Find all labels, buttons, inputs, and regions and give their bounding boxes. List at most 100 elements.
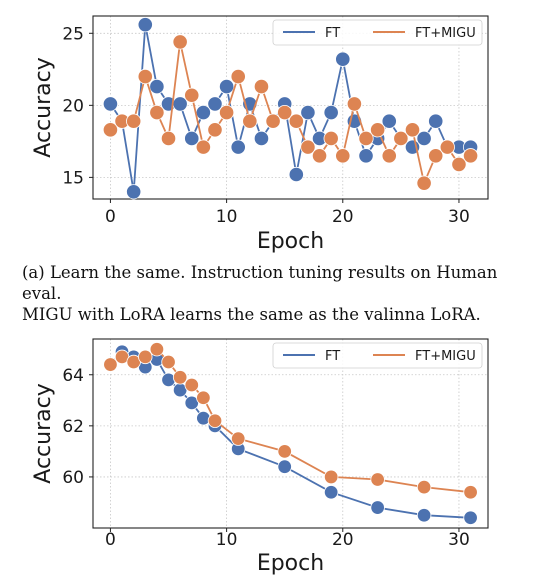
data-point bbox=[231, 431, 246, 446]
data-point bbox=[404, 122, 421, 138]
legend-label: FT bbox=[325, 26, 340, 41]
data-point bbox=[230, 68, 246, 85]
data-point bbox=[195, 139, 211, 155]
data-point bbox=[462, 148, 479, 164]
chart-panel-1: 0 10 20 30 15 20 25 Epoch Accuracy FT FT+MIGU bbox=[31, 15, 489, 254]
figure-caption: (a) Learn the same. Instruction tuning r… bbox=[22, 262, 542, 325]
x-axis-label: Epoch bbox=[257, 551, 324, 576]
data-point bbox=[160, 130, 177, 147]
data-point bbox=[463, 485, 478, 500]
series-ft-migu bbox=[103, 342, 478, 500]
data-point bbox=[126, 113, 142, 129]
data-point bbox=[207, 96, 223, 112]
data-point bbox=[102, 122, 119, 138]
data-point bbox=[311, 148, 328, 164]
data-point bbox=[149, 79, 165, 95]
data-point bbox=[323, 104, 339, 121]
plot-frame bbox=[92, 15, 489, 200]
data-point bbox=[242, 113, 258, 129]
data-point bbox=[161, 372, 176, 388]
data-point bbox=[416, 130, 432, 147]
data-point bbox=[346, 96, 362, 112]
chart-panel-2: 0 10 20 30 60 62 64 Epoch Accuracy FT FT+MIGU bbox=[31, 338, 489, 576]
legend: FT FT+MIGU bbox=[272, 342, 483, 369]
x-axis-label: Epoch bbox=[257, 229, 324, 254]
data-point bbox=[428, 113, 444, 129]
plot-frame bbox=[92, 338, 489, 529]
x-tick-label: 0 bbox=[105, 207, 116, 227]
y-tick-label: 15 bbox=[62, 168, 84, 188]
data-point bbox=[265, 113, 281, 129]
data-point bbox=[300, 104, 316, 121]
caption-line-1: (a) Learn the same. Instruction tuning r… bbox=[22, 263, 498, 303]
y-axis-label: Accuracy bbox=[31, 383, 56, 483]
data-point bbox=[300, 139, 316, 155]
legend-label: FT+MIGU bbox=[415, 26, 476, 41]
data-point bbox=[288, 113, 304, 129]
data-point bbox=[196, 390, 211, 405]
data-point bbox=[370, 472, 385, 487]
series-ft-migu bbox=[102, 34, 479, 191]
x-tick-label: 0 bbox=[105, 530, 116, 550]
data-point bbox=[416, 479, 432, 495]
data-point bbox=[323, 130, 339, 147]
legend-label: FT+MIGU bbox=[415, 349, 476, 364]
data-point bbox=[393, 130, 409, 147]
data-point bbox=[288, 166, 304, 183]
data-point bbox=[428, 148, 444, 164]
data-point bbox=[149, 104, 165, 121]
data-point bbox=[323, 469, 339, 485]
data-point bbox=[381, 148, 397, 164]
y-tick-label: 62 bbox=[62, 417, 84, 437]
y-tick-label: 25 bbox=[62, 24, 84, 44]
data-point bbox=[137, 17, 153, 33]
legend-label: FT bbox=[325, 349, 340, 364]
data-point bbox=[184, 377, 199, 393]
y-tick-label: 60 bbox=[62, 468, 84, 488]
data-point bbox=[277, 459, 292, 474]
data-point bbox=[149, 342, 165, 357]
data-point bbox=[137, 68, 153, 85]
caption-line-2: MIGU with LoRA learns the same as the va… bbox=[22, 305, 481, 324]
x-tick-label: 30 bbox=[448, 530, 470, 550]
x-tick-label: 10 bbox=[216, 207, 238, 227]
series-ft bbox=[103, 344, 478, 525]
data-point bbox=[335, 51, 351, 67]
data-point bbox=[277, 444, 292, 459]
data-point bbox=[323, 485, 339, 500]
data-point bbox=[126, 184, 142, 200]
data-point bbox=[253, 79, 270, 95]
y-axis-label: Accuracy bbox=[31, 57, 56, 157]
data-point bbox=[207, 122, 223, 138]
data-point bbox=[161, 354, 176, 370]
x-tick-label: 10 bbox=[216, 530, 238, 550]
x-tick-label: 20 bbox=[332, 207, 354, 227]
data-point bbox=[196, 410, 211, 426]
data-point bbox=[219, 79, 235, 95]
y-tick-label: 20 bbox=[62, 96, 84, 116]
y-tick-label: 64 bbox=[62, 366, 84, 386]
data-point bbox=[253, 130, 270, 147]
data-point bbox=[381, 113, 397, 129]
data-point bbox=[335, 148, 351, 164]
data-point bbox=[102, 96, 119, 112]
data-point bbox=[370, 122, 386, 138]
data-point bbox=[416, 175, 432, 191]
data-point bbox=[370, 500, 385, 515]
data-point bbox=[138, 349, 153, 365]
data-point bbox=[451, 156, 467, 173]
data-point bbox=[103, 357, 118, 372]
data-point bbox=[463, 510, 478, 525]
data-point bbox=[219, 104, 235, 121]
data-point bbox=[277, 104, 293, 121]
data-point bbox=[184, 130, 200, 147]
data-point bbox=[358, 130, 374, 147]
data-point bbox=[358, 148, 374, 164]
data-point bbox=[184, 87, 200, 103]
legend: FT FT+MIGU bbox=[272, 19, 483, 46]
data-point bbox=[207, 413, 223, 428]
x-tick-label: 20 bbox=[332, 530, 354, 550]
data-point bbox=[172, 370, 188, 385]
data-point bbox=[230, 139, 246, 155]
